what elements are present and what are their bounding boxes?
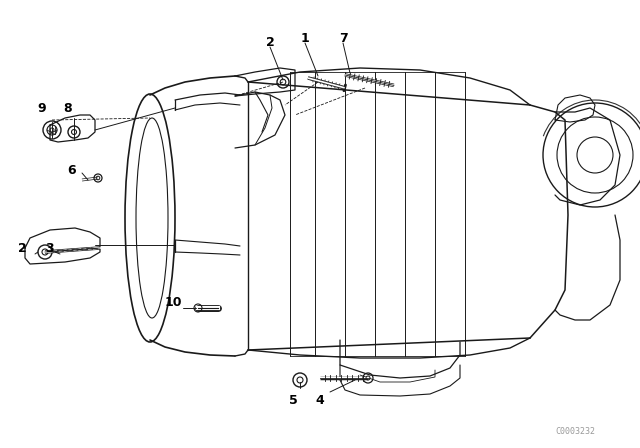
Text: C0003232: C0003232 [555,427,595,436]
Text: 5: 5 [289,393,298,406]
Text: 1: 1 [301,31,309,44]
Text: 10: 10 [164,297,182,310]
Text: 9: 9 [38,102,46,115]
Text: 6: 6 [68,164,76,177]
Text: 8: 8 [64,102,72,115]
Text: 7: 7 [339,31,348,44]
Text: 4: 4 [316,393,324,406]
Text: 2: 2 [266,35,275,48]
Text: 2: 2 [18,241,26,254]
Text: 3: 3 [45,241,54,254]
